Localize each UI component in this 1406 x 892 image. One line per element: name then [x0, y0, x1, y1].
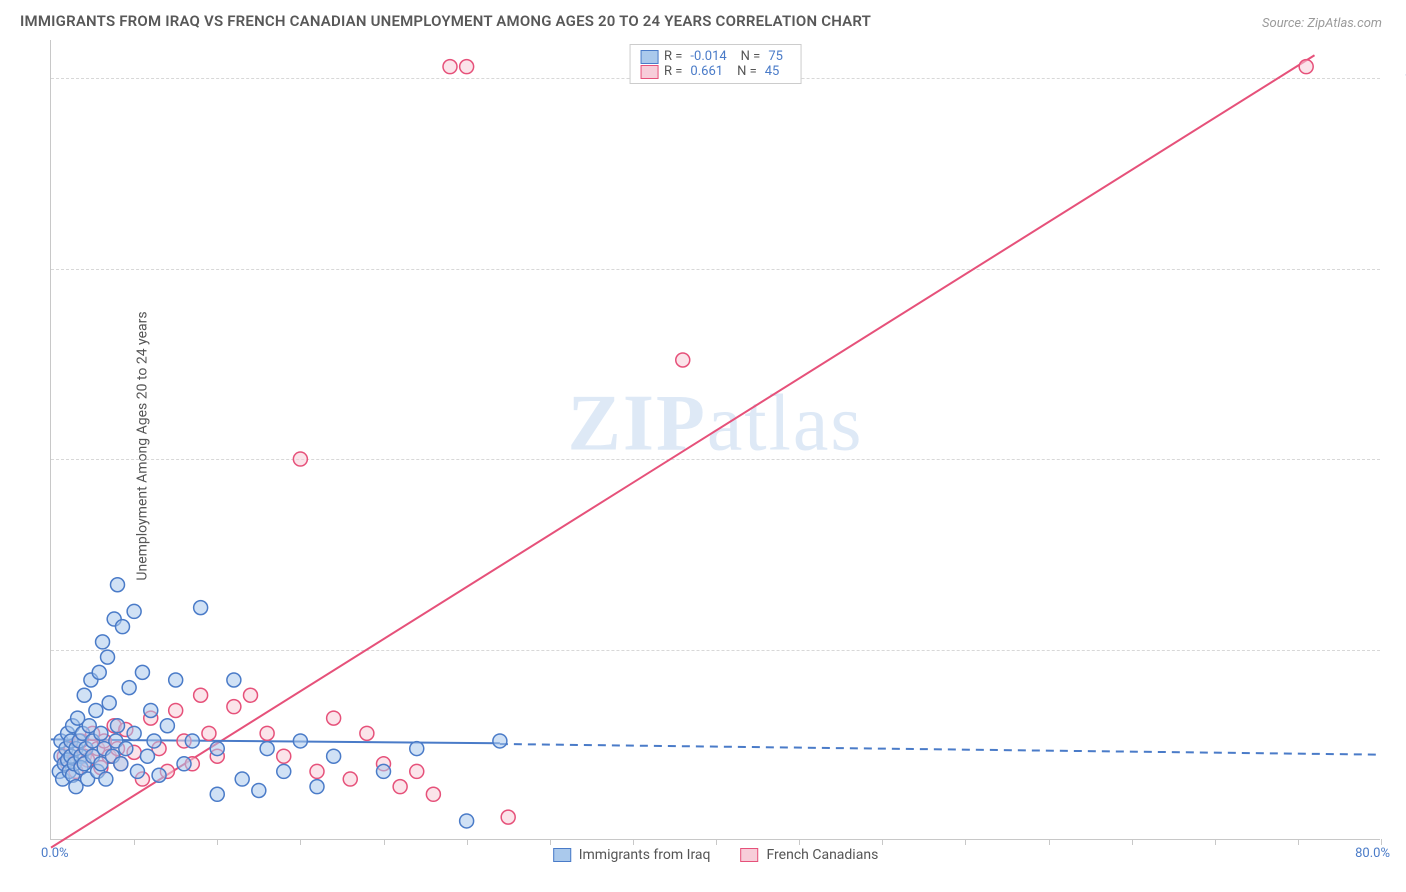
point-series2	[343, 772, 357, 786]
point-series1	[152, 768, 166, 782]
point-series2	[244, 688, 258, 702]
point-series1	[111, 719, 125, 733]
x-tick	[882, 839, 883, 845]
point-series1	[89, 703, 103, 717]
source-attribution: Source: ZipAtlas.com	[1262, 16, 1382, 31]
point-series2	[426, 787, 440, 801]
x-tick	[384, 839, 385, 845]
point-series1	[493, 734, 507, 748]
legend-item-2: French Canadians	[741, 847, 879, 863]
point-series1	[210, 742, 224, 756]
x-axis-end-label: 80.0%	[1355, 846, 1390, 861]
y-tick-label: 25.0%	[1390, 643, 1406, 659]
point-series1	[169, 673, 183, 687]
point-series1	[327, 749, 341, 763]
point-series1	[377, 764, 391, 778]
chart-title: IMMIGRANTS FROM IRAQ VS FRENCH CANADIAN …	[20, 12, 871, 30]
point-series1	[310, 780, 324, 794]
point-series2	[501, 810, 515, 824]
point-series1	[460, 814, 474, 828]
x-tick	[716, 839, 717, 845]
point-series2	[460, 60, 474, 74]
point-series1	[147, 734, 161, 748]
y-tick-label: 50.0%	[1390, 452, 1406, 468]
point-series2	[410, 764, 424, 778]
legend-swatch-1	[553, 848, 571, 862]
x-tick	[1298, 839, 1299, 845]
point-series2	[293, 452, 307, 466]
point-series1	[252, 783, 266, 797]
point-series2	[227, 700, 241, 714]
point-series1	[101, 650, 115, 664]
point-series1	[99, 772, 113, 786]
point-series2	[277, 749, 291, 763]
x-tick	[134, 839, 135, 845]
trend-line-series1-dashed	[500, 744, 1381, 755]
point-series1	[140, 749, 154, 763]
plot-area: ZIPatlas 25.0%50.0%75.0%100.0% 0.0% 80.0…	[50, 40, 1380, 840]
point-series1	[127, 604, 141, 618]
point-series1	[235, 772, 249, 786]
x-tick	[1381, 839, 1382, 845]
x-tick	[1132, 839, 1133, 845]
point-series1	[130, 764, 144, 778]
x-tick	[217, 839, 218, 845]
point-series1	[115, 620, 129, 634]
point-series1	[122, 681, 136, 695]
legend-item-1: Immigrants from Iraq	[553, 847, 711, 863]
point-series2	[676, 353, 690, 367]
point-series1	[144, 703, 158, 717]
point-series2	[310, 764, 324, 778]
point-series2	[443, 60, 457, 74]
point-series1	[277, 764, 291, 778]
point-series1	[260, 742, 274, 756]
point-series1	[94, 726, 108, 740]
point-series2	[327, 711, 341, 725]
point-series2	[393, 780, 407, 794]
x-tick	[467, 839, 468, 845]
point-series1	[410, 742, 424, 756]
x-tick	[965, 839, 966, 845]
point-series1	[227, 673, 241, 687]
point-series1	[111, 578, 125, 592]
point-series1	[135, 665, 149, 679]
y-tick-label: 100.0%	[1390, 71, 1406, 87]
point-series2	[202, 726, 216, 740]
point-series1	[92, 665, 106, 679]
point-series1	[194, 601, 208, 615]
point-series1	[177, 757, 191, 771]
scatter-svg	[51, 40, 1380, 839]
point-series2	[194, 688, 208, 702]
point-series1	[96, 635, 110, 649]
trend-line-series2	[51, 55, 1315, 847]
point-series1	[102, 696, 116, 710]
x-tick	[300, 839, 301, 845]
point-series2	[360, 726, 374, 740]
x-tick	[799, 839, 800, 845]
point-series1	[293, 734, 307, 748]
point-series1	[160, 719, 174, 733]
x-tick	[1049, 839, 1050, 845]
point-series2	[1299, 60, 1313, 74]
legend-label-2: French Canadians	[767, 847, 879, 863]
point-series2	[169, 703, 183, 717]
bottom-legend: Immigrants from Iraq French Canadians	[553, 847, 879, 863]
x-axis-origin-label: 0.0%	[41, 846, 69, 861]
point-series1	[185, 734, 199, 748]
legend-label-1: Immigrants from Iraq	[579, 847, 711, 863]
x-tick	[550, 839, 551, 845]
x-tick	[633, 839, 634, 845]
point-series1	[127, 726, 141, 740]
point-series1	[114, 757, 128, 771]
x-tick	[1215, 839, 1216, 845]
point-series2	[260, 726, 274, 740]
point-series1	[119, 742, 133, 756]
legend-swatch-2	[741, 848, 759, 862]
y-tick-label: 75.0%	[1390, 262, 1406, 278]
point-series1	[210, 787, 224, 801]
point-series1	[77, 688, 91, 702]
